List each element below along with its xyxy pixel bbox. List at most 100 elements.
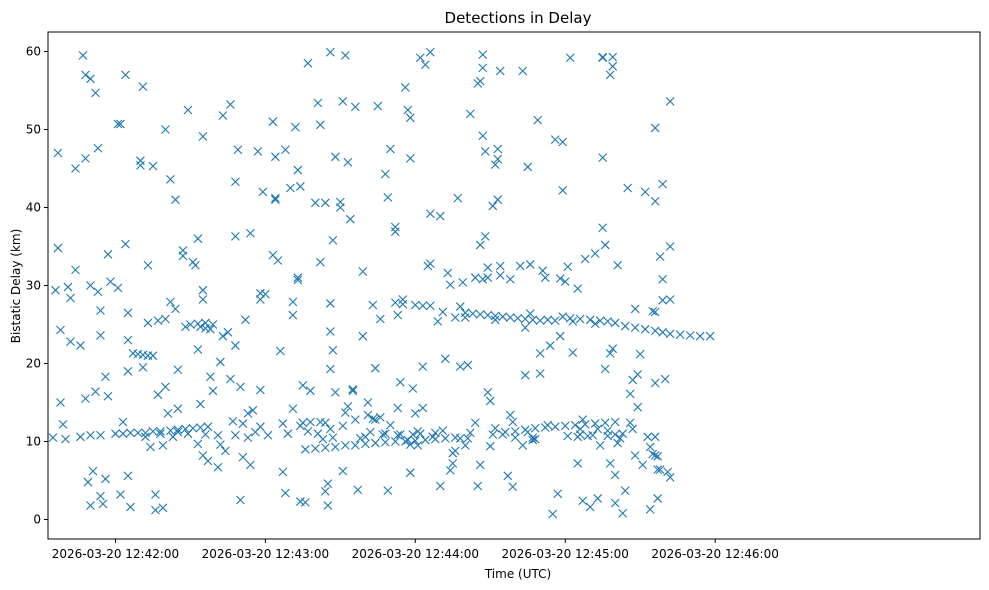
detection-point [463,360,473,370]
detection-point [81,394,90,403]
detection-point [303,426,313,436]
detection-point [93,143,103,153]
detection-point [600,364,610,374]
detection-point [438,426,448,435]
detection-point [206,372,215,382]
detection-point [608,61,618,71]
detection-point [375,314,385,324]
detection-point [505,313,515,322]
detection-point [633,402,643,412]
detection-point [503,471,513,481]
detection-point [603,426,613,435]
detection-point [260,289,270,299]
detection-point [405,468,415,478]
detection-point [695,331,705,341]
detection-point [375,412,385,422]
detection-point [196,322,205,332]
detection-point [543,420,553,430]
detection-point [633,370,643,379]
detection-point [328,345,338,355]
detection-point [58,419,68,429]
detection-point [96,331,105,340]
detection-point [268,117,278,127]
detection-point [643,432,653,442]
detection-point [350,441,360,450]
detection-point [665,97,675,106]
detection-point [363,398,373,407]
x-axis-label: Time (UTC) [484,567,551,581]
detection-point [153,316,163,325]
detection-point [81,153,90,163]
detection-point [390,298,400,308]
detection-point [545,341,555,350]
y-axis-label: Bistatic Delay (km) [9,229,23,344]
detection-point [350,102,360,112]
detection-point [208,320,218,329]
detection-point [395,430,405,439]
detection-point [236,495,245,505]
detection-point [415,429,425,439]
detection-point [620,486,630,496]
detection-point [610,417,620,427]
detection-point [288,404,298,414]
detection-point [270,195,280,205]
detection-point [563,431,573,441]
detection-point [275,346,285,356]
detection-point [483,387,493,397]
detection-point [53,148,63,158]
detection-point [171,304,180,314]
detection-point [293,275,303,285]
detection-point [558,185,568,195]
detection-point [410,300,420,310]
detection-point [600,240,610,250]
y-tick-label: 50 [26,123,41,137]
detection-point [148,351,158,361]
detection-point [495,270,505,280]
detection-point [610,430,620,439]
detection-point [493,195,503,205]
detection-point [658,327,668,337]
detection-point [173,427,183,437]
detection-point [393,430,403,440]
detection-point [605,70,615,80]
detection-point [705,331,715,341]
detection-point [415,53,425,63]
detection-point [630,323,640,333]
detection-point [548,509,558,519]
detection-point [338,97,348,106]
detection-point [520,323,530,333]
x-axis-ticks: 2026-03-20 12:42:00 2026-03-20 12:43:00 20… [52,539,779,561]
detection-point [418,362,428,372]
detection-point [460,313,470,322]
detection-point [156,426,165,436]
detection-point [510,433,520,442]
detection-point [538,266,548,276]
detection-point [315,257,325,267]
detection-point [63,282,73,292]
detection-point [635,349,645,359]
detection-point [368,414,378,424]
detection-point [103,249,113,259]
detection-point [620,321,630,331]
detection-point [198,285,208,295]
detection-point [608,344,618,354]
detection-point [425,47,435,57]
detection-point [310,198,320,208]
detection-point [590,249,600,258]
detection-point [610,470,620,480]
detection-point [198,295,208,304]
detection-point [558,137,568,147]
detection-point [348,386,358,396]
detection-point [428,432,438,442]
detection-point [335,203,345,212]
detection-point [51,285,60,295]
detection-point [343,402,353,411]
detection-point [148,426,158,436]
detection-point [485,441,495,451]
detection-point [385,144,395,154]
detection-point [96,491,105,501]
detection-point [395,377,405,387]
detection-point [490,423,500,433]
detection-point [218,111,228,120]
detection-point [560,277,570,286]
